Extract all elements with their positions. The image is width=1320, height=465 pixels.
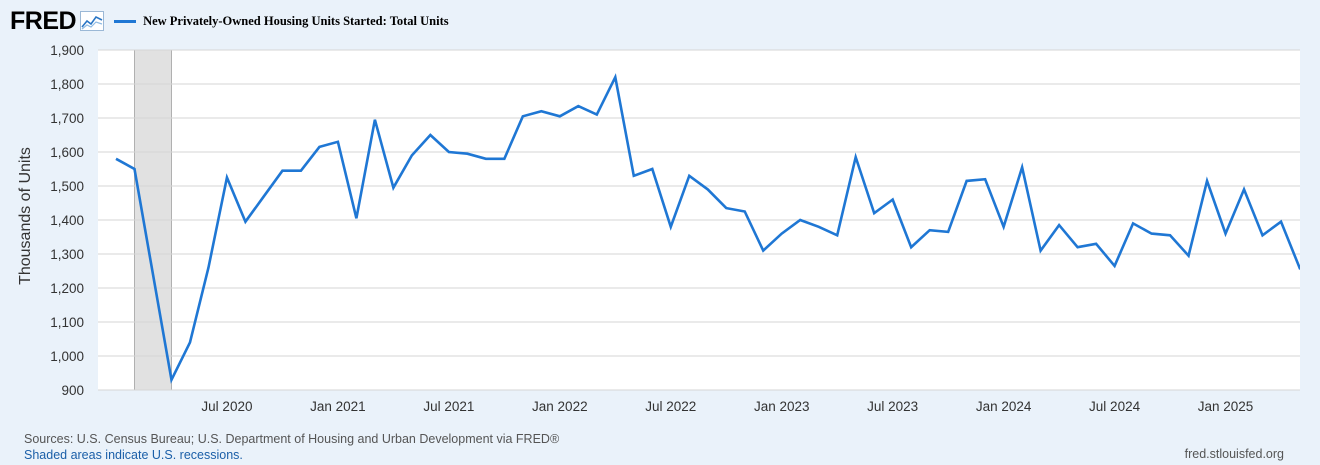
recession-note: Shaded areas indicate U.S. recessions. — [24, 448, 243, 462]
y-tick-label: 1,300 — [50, 247, 84, 262]
y-tick-label: 1,100 — [50, 315, 84, 330]
legend-swatch — [114, 19, 137, 23]
y-tick-label: 1,200 — [50, 281, 84, 296]
fred-url[interactable]: fred.stlouisfed.org — [1184, 447, 1284, 461]
legend-series-name: New Privately-Owned Housing Units Starte… — [143, 13, 449, 28]
x-tick-label: Jul 2022 — [645, 399, 696, 414]
y-axis-label: Thousands of Units — [17, 147, 34, 285]
x-tick-label: Jul 2021 — [423, 399, 474, 414]
x-tick-label: Jan 2024 — [976, 399, 1032, 414]
footer-left: Sources: U.S. Census Bureau; U.S. Depart… — [24, 431, 559, 463]
y-tick-label: 1,700 — [50, 111, 84, 126]
y-tick-label: 900 — [61, 383, 84, 398]
x-tick-label: Jul 2020 — [201, 399, 252, 414]
x-tick-label: Jul 2023 — [867, 399, 918, 414]
y-tick-label: 1,500 — [50, 179, 84, 194]
line-chart-icon — [80, 11, 105, 31]
sources-text: Sources: U.S. Census Bureau; U.S. Depart… — [24, 432, 560, 446]
x-tick-label: Jan 2025 — [1198, 399, 1254, 414]
chart-header: FRED New Privately-Owned Housing Units S… — [10, 6, 449, 36]
y-tick-label: 1,000 — [50, 349, 84, 364]
y-tick-label: 1,600 — [50, 145, 84, 160]
y-tick-label: 1,900 — [50, 43, 84, 58]
x-tick-label: Jan 2022 — [532, 399, 588, 414]
fred-logo[interactable]: FRED — [10, 6, 77, 35]
series-line[interactable] — [115, 73, 1318, 384]
x-tick-label: Jan 2021 — [310, 399, 366, 414]
x-tick-label: Jul 2024 — [1089, 399, 1141, 414]
x-tick-label: Jan 2023 — [754, 399, 810, 414]
y-tick-label: 1,800 — [50, 77, 84, 92]
y-tick-label: 1,400 — [50, 213, 84, 228]
